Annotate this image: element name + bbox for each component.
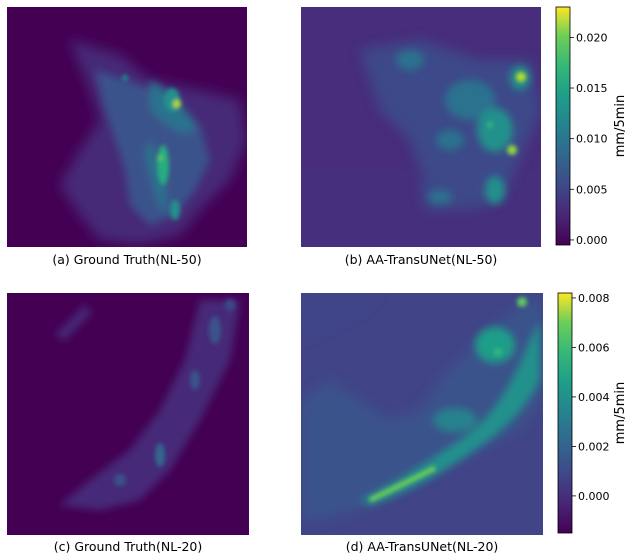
bottom-colorbar-tick-label: 0.000 — [578, 490, 610, 503]
heatmap-panel-b — [301, 7, 541, 247]
top-colorbar-tick-label: 0.000 — [576, 234, 608, 247]
bottom-colorbar-tick-label: 0.008 — [578, 292, 610, 305]
bottom-colorbar-tick-label: 0.004 — [578, 391, 610, 404]
colorbar-bottom: 0.000 0.002 0.004 0.006 0.008 mm/5min — [557, 292, 625, 534]
colorbar-label-top: mm/5min — [613, 95, 625, 158]
bottom-colorbar-tick-label: 0.006 — [578, 341, 610, 354]
caption-c: (c) Ground Truth(NL-20) — [54, 539, 203, 554]
colorbar-label-bottom: mm/5min — [613, 382, 625, 445]
top-colorbar-tick-label: 0.015 — [576, 82, 608, 95]
heatmap-panel-d — [301, 293, 543, 535]
bottom-colorbar-tick-label: 0.002 — [578, 440, 610, 453]
colorbar-top: 0.000 0.005 0.010 0.015 0.020 mm/5min — [555, 6, 625, 247]
top-colorbar-tick-label: 0.020 — [576, 31, 608, 44]
heatmap-panel-c — [7, 293, 249, 535]
caption-a: (a) Ground Truth(NL-50) — [52, 252, 201, 267]
caption-d: (d) AA-TransUNet(NL-20) — [346, 539, 499, 554]
top-colorbar-tick-label: 0.010 — [576, 133, 608, 146]
top-colorbar-tick-label: 0.005 — [576, 183, 608, 196]
caption-b: (b) AA-TransUNet(NL-50) — [345, 252, 498, 267]
heatmap-panel-a — [7, 7, 247, 247]
